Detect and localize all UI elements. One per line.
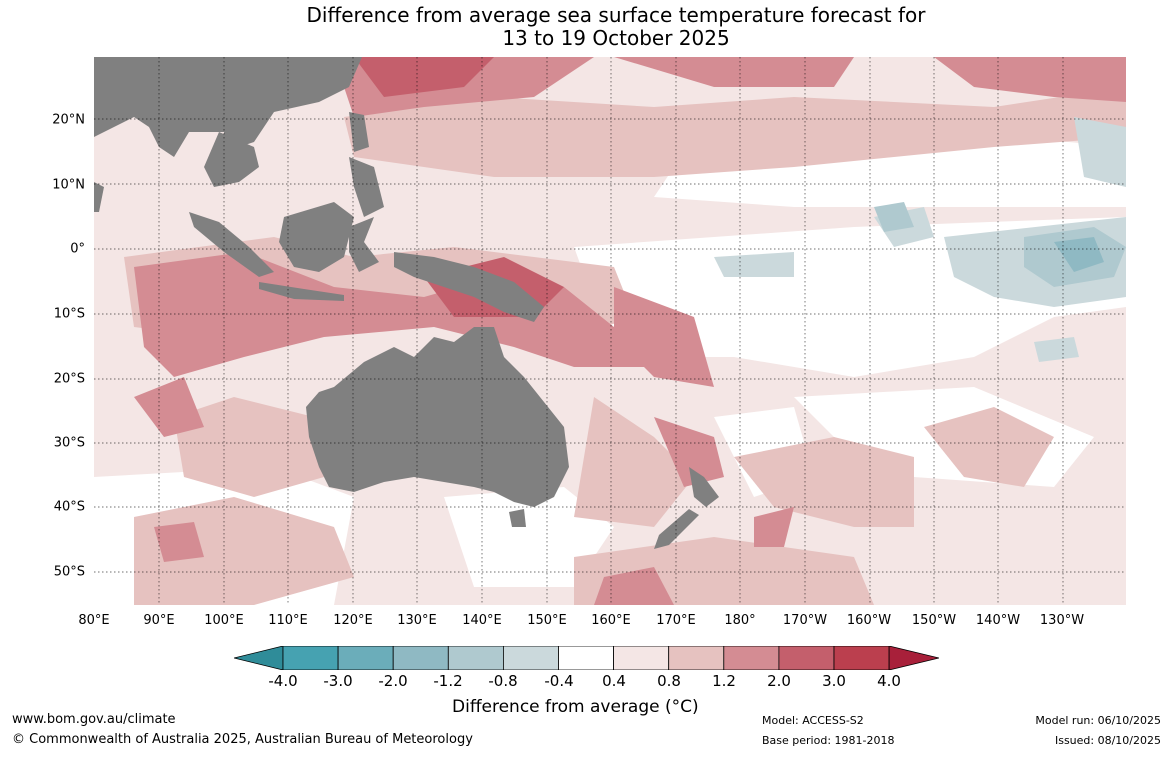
colorbar-label: Difference from average (°C) — [452, 697, 699, 717]
colorbar-segment — [558, 646, 614, 670]
colorbar-tick-12: 4.0 — [877, 672, 901, 690]
lat-label-20n: 20°N — [52, 112, 85, 128]
colorbar-segment — [778, 646, 835, 670]
colorbar-tick-1: -4.0 — [268, 672, 298, 690]
chart-title: Difference from average sea surface temp… — [0, 4, 1173, 50]
lon-label-110e: 110°E — [268, 613, 308, 628]
title-line-2: 13 to 19 October 2025 — [502, 26, 730, 50]
lon-label-150w: 150°W — [911, 613, 957, 628]
colorbar-tick-8: 0.8 — [657, 672, 681, 690]
colorbar-tick-3: -2.0 — [378, 672, 408, 690]
colorbar-segment — [447, 646, 504, 670]
colorbar-tick-6: -0.4 — [544, 672, 574, 690]
lat-label-0: 0° — [70, 241, 85, 257]
colorbar-tick-4: -1.2 — [433, 672, 463, 690]
lat-label-20s: 20°S — [53, 371, 85, 387]
lon-label-160e: 160°E — [591, 613, 631, 628]
colorbar-segment — [392, 646, 449, 670]
lon-label-90e: 90°E — [143, 613, 175, 628]
lon-label-140w: 140°W — [975, 613, 1021, 628]
lat-label-10n: 10°N — [52, 177, 85, 193]
colorbar-segment — [668, 646, 725, 670]
lat-label-40s: 40°S — [53, 499, 85, 515]
title-line-1: Difference from average sea surface temp… — [306, 3, 926, 27]
lat-label-30s: 30°S — [53, 435, 85, 451]
lon-label-160w: 160°W — [846, 613, 892, 628]
colorbar-segment — [833, 646, 890, 670]
lat-label-50s: 50°S — [53, 564, 85, 580]
colorbar-segment — [337, 646, 394, 670]
colorbar-tick-10: 2.0 — [767, 672, 791, 690]
colorbar-tick-5: -0.8 — [488, 672, 518, 690]
issued-date: Issued: 08/10/2025 — [1054, 734, 1161, 747]
colorbar — [234, 646, 939, 670]
base-period: Base period: 1981-2018 — [762, 734, 895, 747]
website-link[interactable]: www.bom.gov.au/climate — [12, 712, 176, 727]
lon-label-170e: 170°E — [656, 613, 696, 628]
colorbar-segment — [723, 646, 780, 670]
lon-label-120e: 120°E — [333, 613, 373, 628]
lon-label-130e: 130°E — [397, 613, 437, 628]
colorbar-arrow-low — [234, 646, 284, 670]
model-name: Model: ACCESS-S2 — [762, 714, 864, 727]
lon-label-140e: 140°E — [462, 613, 502, 628]
lon-label-150e: 150°E — [527, 613, 567, 628]
colorbar-arrow-high — [888, 646, 939, 670]
colorbar-tick-2: -3.0 — [323, 672, 353, 690]
lon-label-170w: 170°W — [782, 613, 828, 628]
colorbar-tick-11: 3.0 — [822, 672, 846, 690]
sst-anomaly-map — [94, 57, 1126, 605]
lon-label-100e: 100°E — [204, 613, 244, 628]
colorbar-tick-7: 0.4 — [602, 672, 626, 690]
lat-label-10s: 10°S — [53, 306, 85, 322]
lon-label-80e: 80°E — [78, 613, 110, 628]
lon-label-130w: 130°W — [1039, 613, 1085, 628]
colorbar-segment — [502, 646, 559, 670]
colorbar-tick-9: 1.2 — [712, 672, 736, 690]
colorbar-segment — [282, 646, 339, 670]
colorbar-segment — [613, 646, 670, 670]
model-run-date: Model run: 06/10/2025 — [1035, 714, 1161, 727]
copyright: © Commonwealth of Australia 2025, Austra… — [12, 732, 473, 747]
lon-label-180: 180° — [724, 613, 756, 628]
